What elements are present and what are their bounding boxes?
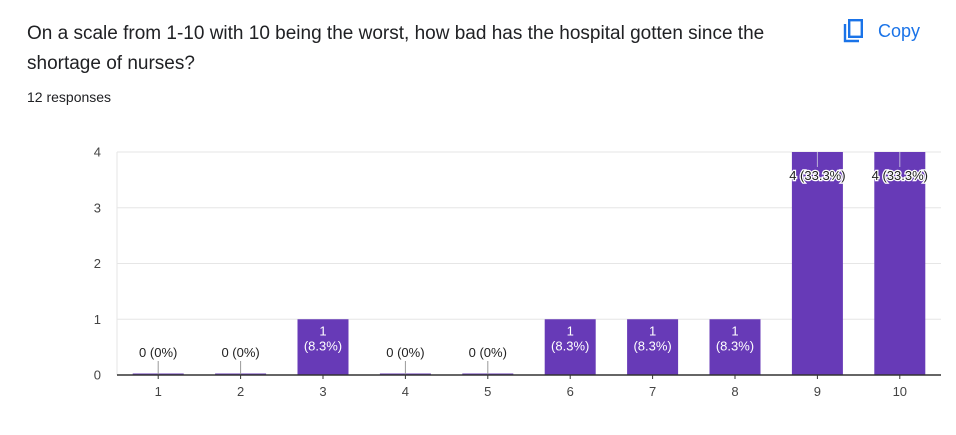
x-tick-label-1: 1 <box>155 384 162 399</box>
y-tick-label: 1 <box>94 312 101 327</box>
data-label-5: 0 (0%) <box>469 345 507 360</box>
response-count: 12 responses <box>27 89 112 105</box>
x-tick-label-7: 7 <box>649 384 656 399</box>
x-tick-label-4: 4 <box>402 384 409 399</box>
y-tick-label: 4 <box>94 145 101 160</box>
data-label-line-6-2: (8.3%) <box>551 338 589 353</box>
question-title: On a scale from 1-10 with 10 being the w… <box>27 23 765 74</box>
copy-icon <box>842 19 864 43</box>
data-label-4: 0 (0%) <box>386 345 424 360</box>
bar-3 <box>297 319 349 375</box>
data-label-line-7-2: (8.3%) <box>633 338 671 353</box>
bar-7 <box>627 319 679 375</box>
data-label-line-8-1: 1 <box>731 323 738 338</box>
x-tick-label-10: 10 <box>893 384 907 399</box>
x-tick-label-3: 3 <box>319 384 326 399</box>
data-label-line-8-2: (8.3%) <box>716 338 754 353</box>
data-label-9: 4 (33.3%) <box>789 168 845 183</box>
x-tick-label-5: 5 <box>484 384 491 399</box>
y-tick-label: 2 <box>94 256 101 271</box>
data-label-line-3-2: (8.3%) <box>304 338 342 353</box>
data-label-10: 4 (33.3%) <box>872 168 928 183</box>
bar-10 <box>874 152 926 375</box>
y-tick-label: 0 <box>94 368 101 383</box>
data-label-2: 0 (0%) <box>221 345 259 360</box>
data-label-line-7-1: 1 <box>649 323 656 338</box>
data-label-line-6-1: 1 <box>567 323 574 338</box>
bar-6 <box>544 319 596 375</box>
x-tick-label-9: 9 <box>814 384 821 399</box>
y-tick-label: 3 <box>94 200 101 215</box>
x-tick-label-8: 8 <box>731 384 738 399</box>
data-label-line-3-1: 1 <box>319 323 326 338</box>
bar-9 <box>791 152 843 375</box>
x-tick-label-6: 6 <box>567 384 574 399</box>
bar-8 <box>709 319 761 375</box>
data-label-1: 0 (0%) <box>139 345 177 360</box>
copy-label: Copy <box>878 20 921 41</box>
x-tick-label-2: 2 <box>237 384 244 399</box>
copy-button[interactable]: Copy <box>836 14 926 48</box>
